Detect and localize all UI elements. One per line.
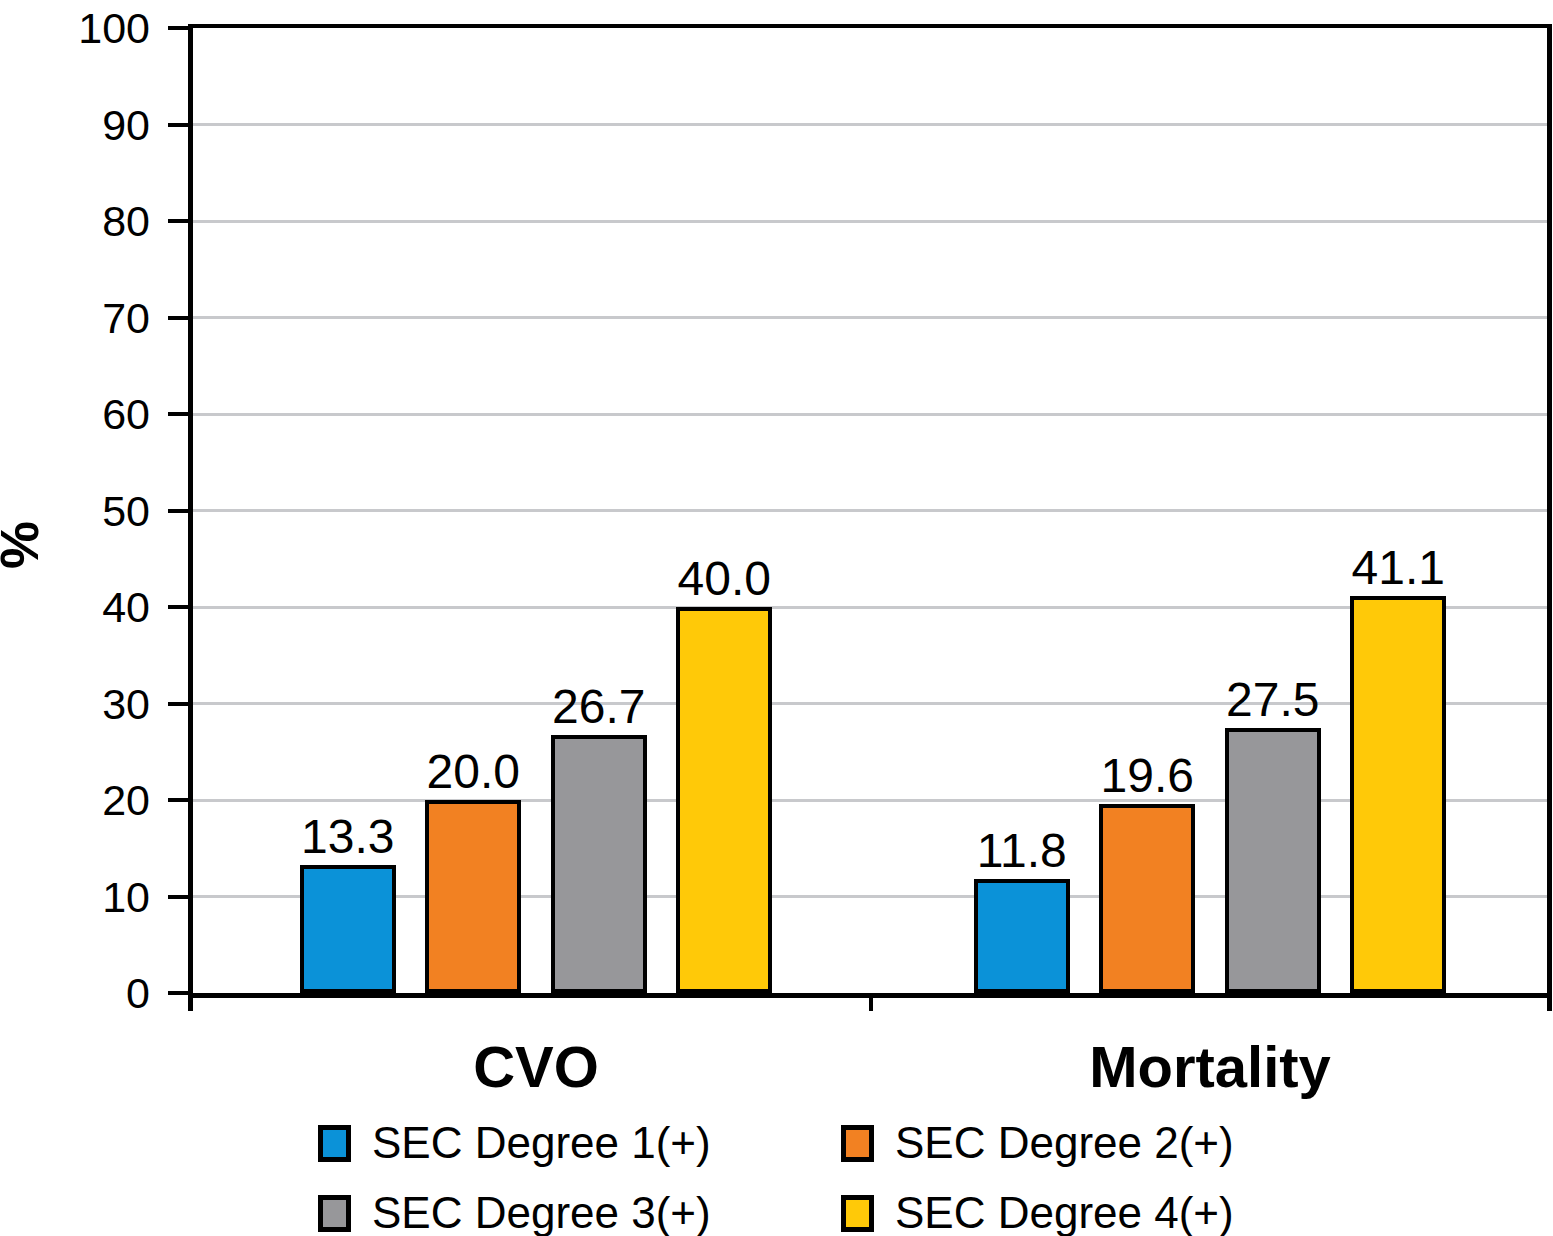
legend-label: SEC Degree 3(+) xyxy=(372,1189,711,1236)
category-label-cvo: CVO xyxy=(336,1036,736,1098)
bar xyxy=(1350,596,1446,993)
legend-label: SEC Degree 1(+) xyxy=(372,1119,711,1167)
gridline xyxy=(193,413,1547,416)
y-tick-label: 10 xyxy=(0,874,150,920)
gridline xyxy=(193,316,1547,319)
category-label-mortality: Mortality xyxy=(1010,1036,1410,1098)
y-axis-tick xyxy=(168,895,189,899)
y-axis-tick xyxy=(168,798,189,802)
bar xyxy=(425,800,521,993)
y-axis-tick xyxy=(168,123,189,127)
gridline xyxy=(193,123,1547,126)
y-tick-label: 60 xyxy=(0,391,150,437)
legend-swatch xyxy=(318,1195,351,1232)
bar xyxy=(974,879,1070,993)
legend-swatch xyxy=(841,1195,874,1232)
y-axis-tick xyxy=(168,509,189,513)
y-tick-label: 0 xyxy=(0,970,150,1016)
y-tick-label: 80 xyxy=(0,198,150,244)
legend-item: SEC Degree 4(+) xyxy=(841,1189,1234,1236)
legend-swatch xyxy=(318,1125,351,1162)
gridline xyxy=(193,220,1547,223)
y-axis-tick xyxy=(168,605,189,609)
y-axis-tick xyxy=(168,316,189,320)
y-tick-label: 20 xyxy=(0,777,150,823)
legend-item: SEC Degree 1(+) xyxy=(318,1119,711,1167)
y-axis-tick xyxy=(168,412,189,416)
gridline xyxy=(193,509,1547,512)
bar xyxy=(300,865,396,993)
legend-label: SEC Degree 4(+) xyxy=(895,1189,1234,1236)
y-tick-label: 50 xyxy=(0,488,150,534)
gridline xyxy=(193,799,1547,802)
y-tick-label: 40 xyxy=(0,584,150,630)
legend-item: SEC Degree 2(+) xyxy=(841,1119,1234,1167)
plot-top-border xyxy=(188,24,1552,28)
bar-value-label: 40.0 xyxy=(614,555,834,603)
bar xyxy=(1099,804,1195,993)
bar-chart-figure: % 0102030405060708090100 13.320.026.740.… xyxy=(0,0,1553,1236)
y-tick-label: 30 xyxy=(0,681,150,727)
legend-label: SEC Degree 2(+) xyxy=(895,1119,1234,1167)
gridline xyxy=(193,895,1547,898)
y-axis-tick xyxy=(168,991,189,995)
plot-right-border xyxy=(1547,24,1552,1011)
y-tick-label: 90 xyxy=(0,102,150,148)
plot-area: 13.320.026.740.011.819.627.541.1 xyxy=(193,28,1547,993)
bar xyxy=(551,735,647,993)
y-tick-label: 100 xyxy=(0,5,150,51)
x-axis-mid-tick xyxy=(869,993,873,1011)
bar xyxy=(676,607,772,993)
y-tick-label: 70 xyxy=(0,295,150,341)
legend-item: SEC Degree 3(+) xyxy=(318,1189,711,1236)
y-axis-tick xyxy=(168,26,189,30)
gridline xyxy=(193,606,1547,609)
y-axis-tick xyxy=(168,219,189,223)
bar-value-label: 41.1 xyxy=(1288,544,1508,592)
y-axis-tick xyxy=(168,702,189,706)
legend-swatch xyxy=(841,1125,874,1162)
y-axis-line xyxy=(188,24,193,1011)
bar xyxy=(1225,728,1321,993)
